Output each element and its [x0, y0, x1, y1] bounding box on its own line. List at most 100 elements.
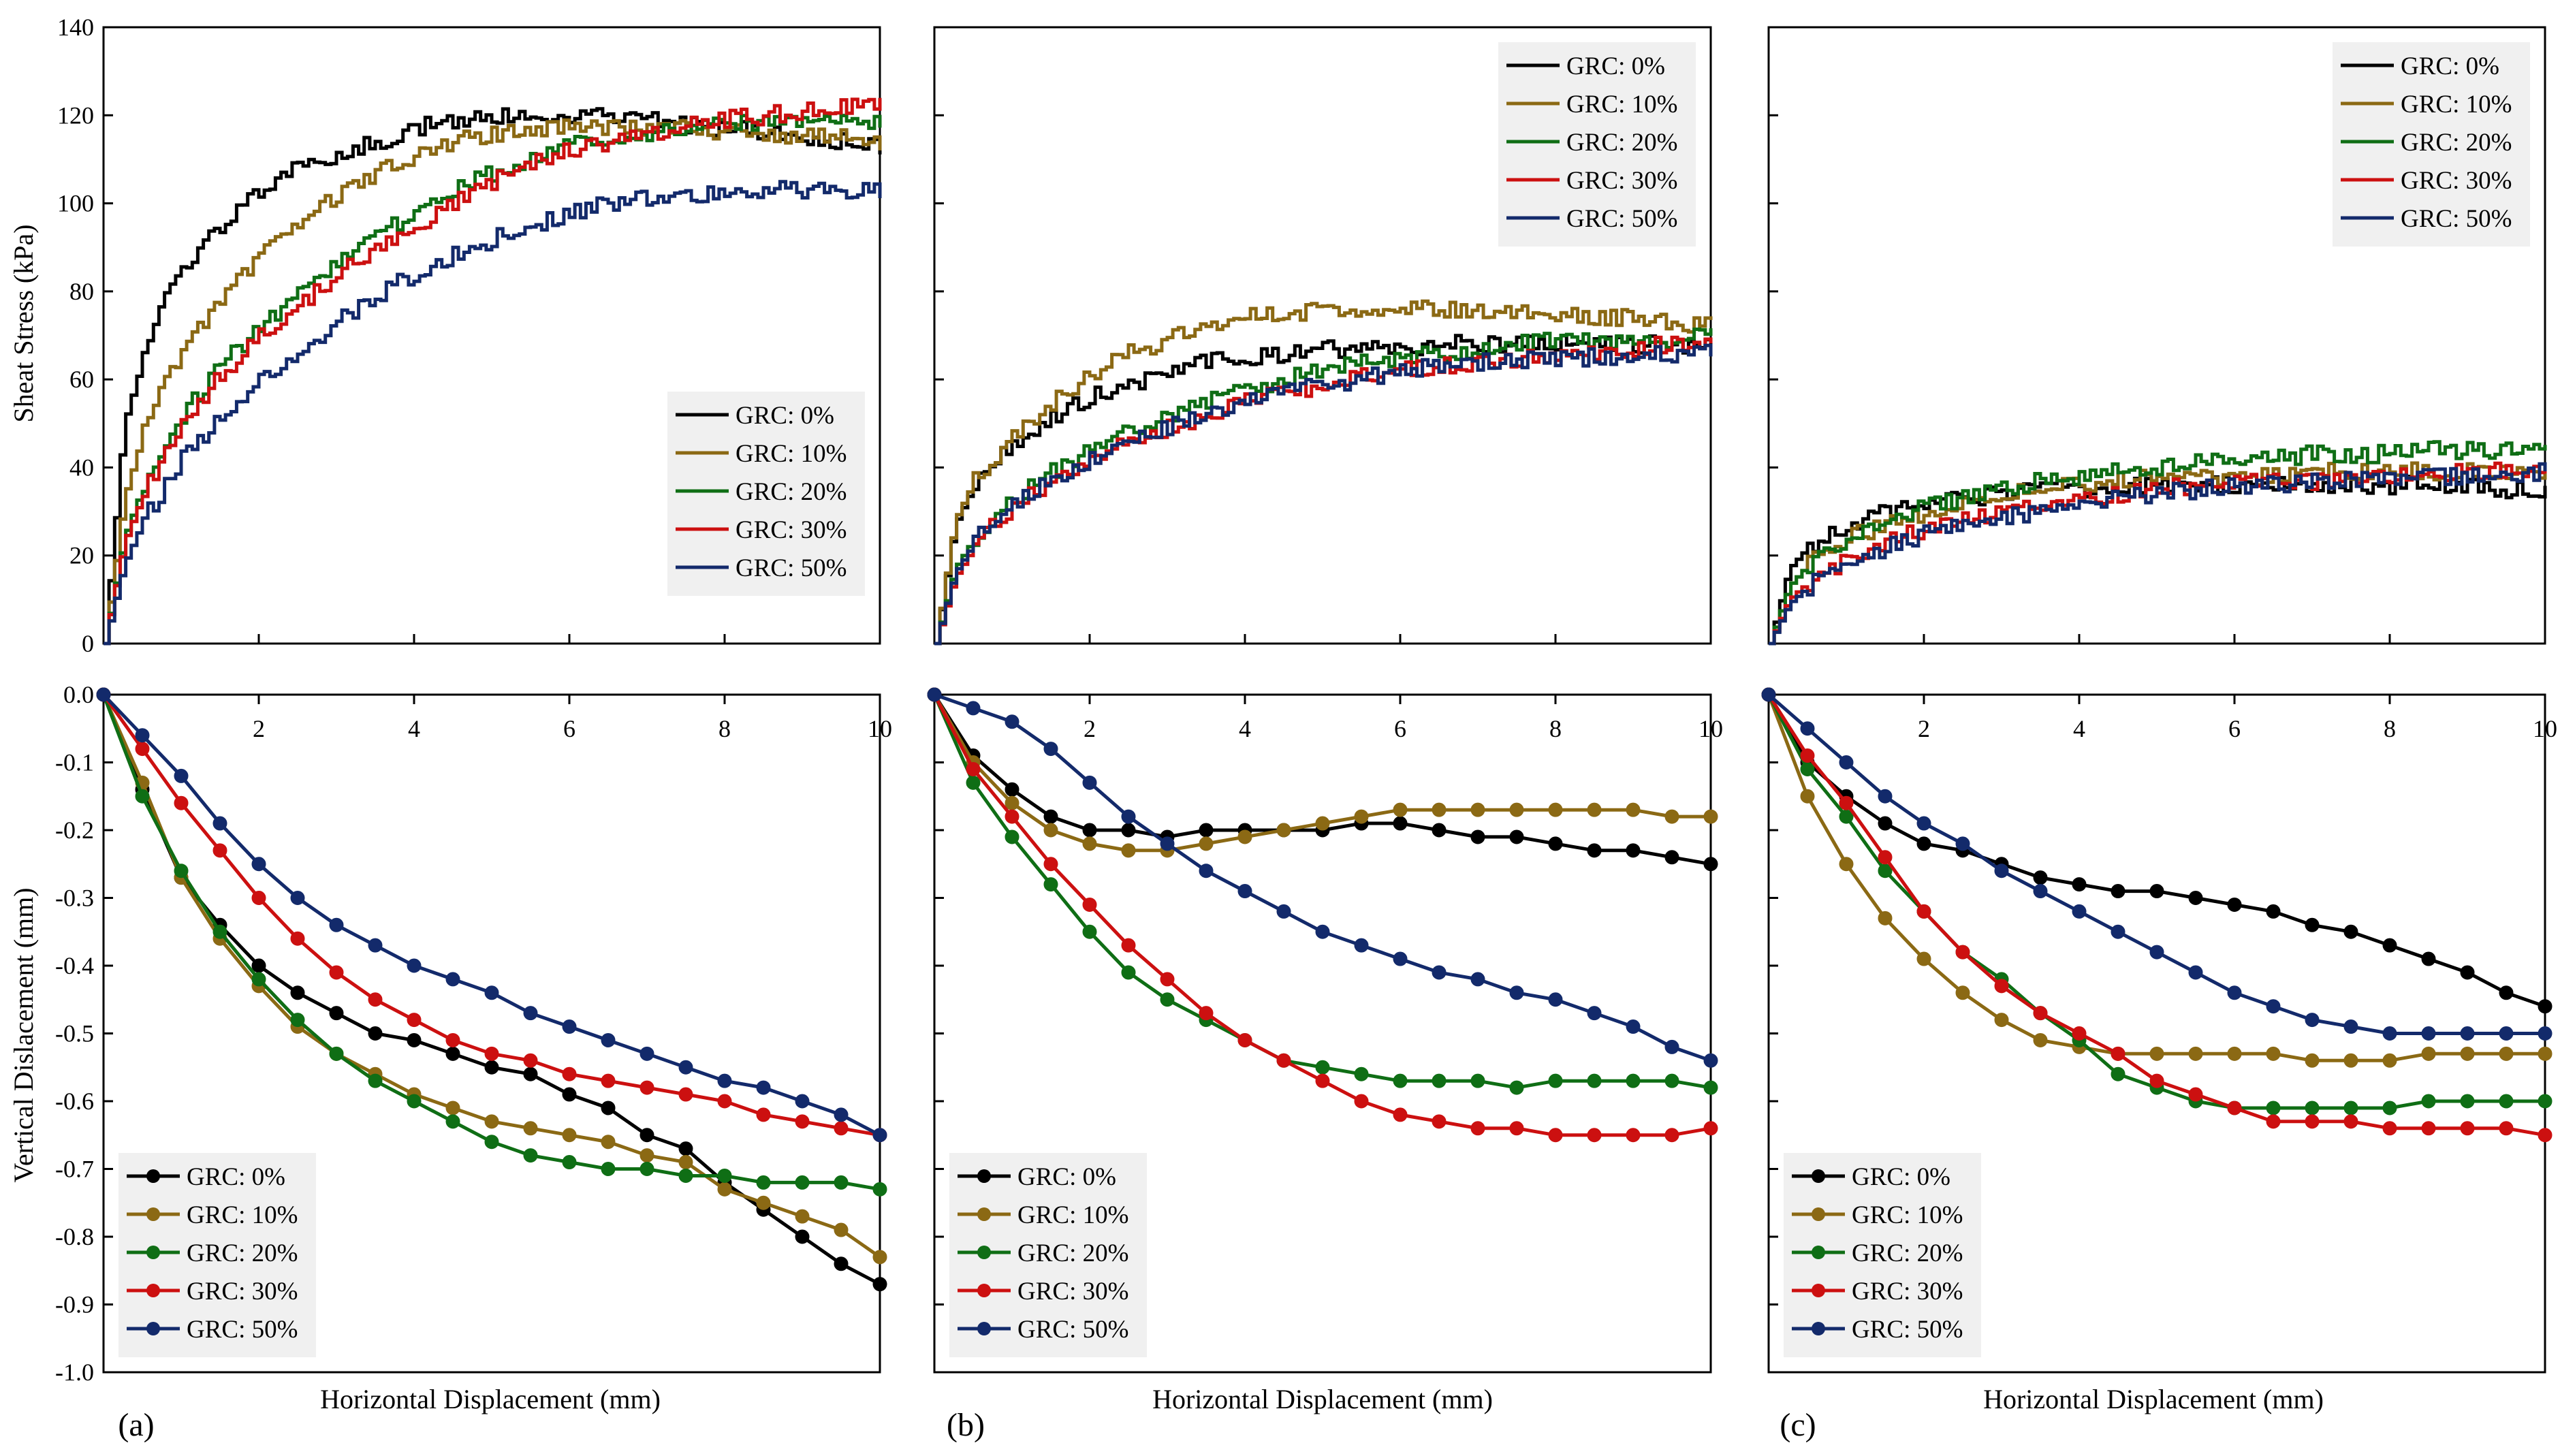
panel-bottom-c-series-grc-10-point [2227, 1046, 2242, 1061]
panel-bottom-a-series-grc-0-point [601, 1101, 616, 1115]
panel-bottom-b-series-grc-0-point [1043, 809, 1058, 824]
panel-bottom-a-series-grc-30-point [251, 891, 266, 905]
panel-bottom-c-series-grc-50-point [1916, 816, 1931, 831]
panel-bottom-b-series-grc-50-point [1509, 985, 1524, 1000]
panel-bottom-b-series-grc-30-point [1432, 1114, 1447, 1129]
panel-bottom-b-series-grc-30-point [1664, 1128, 1679, 1143]
panel-bottom-a: 0.0 -0.1 -0.2 -0.3 -0.4 -0.5 -0.6 -0.7 -0.8 -0.9 -… [55, 681, 892, 1386]
panel-top-a-legend-entry: GRC: 10% [676, 440, 847, 468]
panel-bottom-c-series-grc-0-point [2499, 985, 2514, 1000]
panel-bottom-a-legend-marker [146, 1246, 160, 1259]
panel-bottom-c-series-grc-20-point [1800, 761, 1815, 776]
panel-bottom-b-x-tick-label: 4 [1239, 715, 1251, 742]
panel-bottom-c-series-grc-50-point [2421, 1026, 2436, 1041]
panel-top-a-legend-label: GRC: 50% [736, 554, 847, 582]
panel-bottom-b-series-grc-50-point [1432, 965, 1447, 980]
panel-bottom-c-series-grc-10-point [1878, 911, 1893, 925]
panel-bottom-a-legend-label: GRC: 20% [187, 1239, 298, 1267]
panel-bottom-b-legend-marker [977, 1322, 991, 1335]
panel-bottom-b-legend-marker [977, 1284, 991, 1297]
panel-bottom-b-series-grc-30-point [1587, 1128, 1602, 1143]
panel-bottom-a-series-grc-20-point [251, 972, 266, 987]
panel-bottom-a-y-tick-label: -0.9 [55, 1291, 94, 1318]
panel-bottom-a-series-grc-50-point [135, 728, 150, 743]
panel-bottom-a-series-grc-20-point [407, 1094, 422, 1109]
panel-bottom-b-series-grc-30-point [1121, 938, 1136, 953]
panel-bottom-a-series-grc-10-point [523, 1121, 538, 1136]
panel-bottom-a-legend-entry: GRC: 10% [127, 1201, 298, 1229]
panel-top-c-legend-entry: GRC: 0% [2341, 52, 2499, 80]
panel-bottom-c-legend-marker [1812, 1284, 1825, 1297]
panel-top-b-series-grc-50 [934, 343, 1713, 646]
panel-bottom-c-series-grc-30-point [2538, 1128, 2553, 1143]
panel-bottom-b-series-grc-0-point [1703, 857, 1718, 872]
panel-bottom-b-series-grc-20-point [1626, 1073, 1641, 1088]
panel-bottom-b-legend-entry: GRC: 0% [958, 1163, 1116, 1191]
panel-top-a-legend-label: GRC: 0% [736, 402, 834, 430]
panel-bottom-c-legend-label: GRC: 0% [1852, 1163, 1950, 1191]
panel-bottom-c-series-grc-0-point [2343, 924, 2358, 939]
panel-top-c-legend-label: GRC: 20% [2401, 129, 2512, 157]
panel-top-a-legend: GRC: 0% GRC: 10% GRC: 20% GRC: 30% GRC: 50% [667, 392, 865, 596]
panel-bottom-b-series-grc-20-point [1432, 1073, 1447, 1088]
panel-bottom-a-series-grc-50-point [212, 816, 227, 831]
panel-bottom-a-series-grc-50-point [756, 1080, 771, 1095]
panel-bottom-a-series-grc-0-point [290, 985, 305, 1000]
panel-bottom-c-series-grc-50-point [2188, 965, 2203, 980]
panel-bottom-b-series-grc-50-point [1587, 1006, 1602, 1021]
panel-bottom-b-x-tick-label: 2 [1084, 715, 1096, 742]
panel-bottom-a-legend-label: GRC: 0% [187, 1163, 285, 1191]
panel-label-c: (c) [1780, 1407, 1816, 1443]
panel-top-a-frame [102, 26, 881, 645]
panel-top-c-legend-label: GRC: 0% [2401, 52, 2499, 80]
panel-bottom-c-series-grc-10-point [2499, 1046, 2514, 1061]
panel-top-a-series-grc-30 [104, 97, 882, 646]
panel-bottom-a-series-grc-10-point [678, 1155, 693, 1170]
panel-bottom-a-series-grc-20-point [717, 1168, 732, 1183]
panel-bottom-b-series-grc-10-point [1082, 836, 1097, 851]
panel-bottom-b-series-grc-20-point [1160, 992, 1175, 1007]
panel-bottom-c-series-grc-30-point [1955, 945, 1970, 960]
panel-top-a-y-tick-label: 140 [57, 14, 94, 41]
panel-bottom-c-series-grc-50-point [2460, 1026, 2475, 1041]
panel-bottom-b-x-tick-label: 6 [1394, 715, 1406, 742]
panel-bottom-a-legend-label: GRC: 30% [187, 1278, 298, 1305]
panel-bottom-c-x-tick-label: 8 [2384, 715, 2396, 742]
panel-bottom-a-x-tick-label: 6 [563, 715, 575, 742]
x-axis-title-c: Horizontal Displacement (mm) [1983, 1384, 2324, 1414]
panel-bottom-a-y-tick-label: -0.5 [55, 1020, 94, 1047]
panel-bottom-c-x-tick-label: 2 [1918, 715, 1930, 742]
panel-bottom-a-series-grc-0-point [872, 1277, 887, 1292]
panel-bottom-b-series-grc-20-point [1703, 1080, 1718, 1095]
panel-bottom-a-series-grc-20-point [678, 1168, 693, 1183]
panel-top-b-legend-entry: GRC: 0% [1506, 52, 1665, 80]
panel-bottom-c-series-grc-0-point [2072, 877, 2087, 892]
panel-bottom-b-series-grc-20-point [1315, 1060, 1330, 1075]
panel-bottom-c-series-grc-20-point [2266, 1101, 2281, 1115]
panel-bottom-c-series-grc-10-point [2343, 1053, 2358, 1068]
panel-bottom-c-series-grc-30-point [2499, 1121, 2514, 1136]
panel-bottom-b-series-grc-30-point [1276, 1053, 1291, 1068]
panel-bottom-c-legend-marker [1812, 1322, 1825, 1335]
panel-top-c-legend-entry: GRC: 50% [2341, 205, 2512, 233]
panel-bottom-a-series-grc-50-point [678, 1060, 693, 1075]
panel-bottom-a-series-grc-20-point [523, 1148, 538, 1163]
panel-top-a: 0 20 40 60 80 100 120 140 GRC: 0% GRC: 10% GRC: 20… [57, 14, 882, 657]
panel-bottom-c-series-grc-50-point [2382, 1026, 2397, 1041]
panel-top-c-series-grc-20-line [1769, 440, 2547, 646]
panel-top-a-y-tick-label: 40 [69, 454, 94, 481]
panel-top-c-series-grc-0-line [1769, 475, 2547, 646]
panel-bottom-a-series-grc-50-point [329, 917, 344, 932]
panel-bottom-c-series-grc-10-point [2538, 1046, 2553, 1061]
panel-top-b: GRC: 0% GRC: 10% GRC: 20% GRC: 30% GRC: 50% [933, 26, 1713, 646]
panel-bottom-c-series-grc-0-point [2305, 917, 2320, 932]
panel-top-c-legend-label: GRC: 10% [2401, 91, 2512, 118]
panel-bottom-c-series-grc-50-point [2499, 1026, 2514, 1041]
panel-top-a-series-grc-30-line [104, 97, 882, 646]
panel-bottom-c-series-grc-30-point [2266, 1114, 2281, 1129]
panel-bottom-b-series-grc-50-point [1121, 809, 1136, 824]
panel-bottom-c-series-grc-30-point [2111, 1046, 2126, 1061]
panel-bottom-a-series-grc-10-point [795, 1209, 810, 1224]
panel-top-b-series-grc-50-line [934, 343, 1713, 646]
